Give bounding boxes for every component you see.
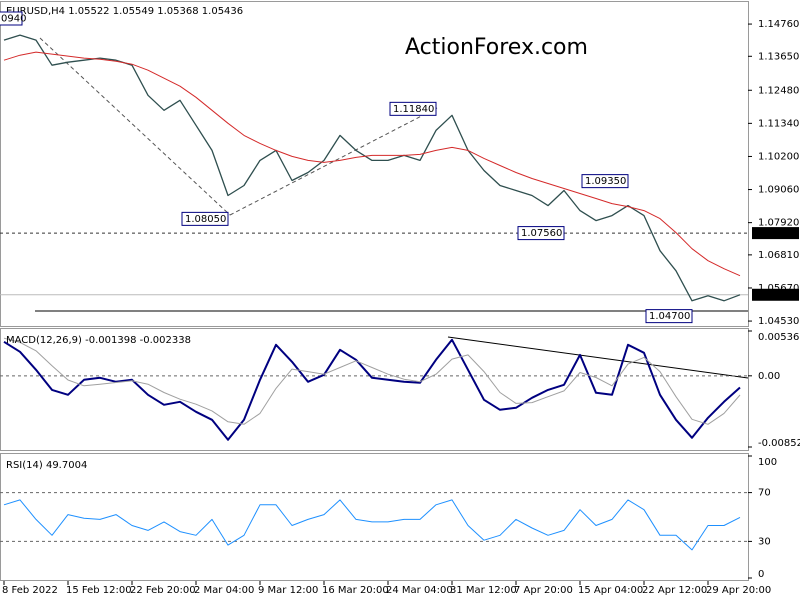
macd-trend-line <box>447 336 749 379</box>
y-tick-label: 1.10200 <box>758 151 799 162</box>
annotation-box <box>389 101 437 116</box>
y-tick-label: -0.00852 <box>758 438 800 449</box>
edge-label-box <box>0 11 23 26</box>
y-tick-label: 70 <box>758 488 771 499</box>
edge-label: 0940 <box>1 14 26 25</box>
y-tick-label: 1.12480 <box>758 85 799 96</box>
panel-title: MACD(12,26,9) -0.001398 -0.002338 <box>6 335 191 346</box>
y-tick-label: 0 <box>758 569 764 580</box>
trend-line <box>229 107 438 216</box>
annotation-label: 1.07560 <box>521 228 562 239</box>
level-label: 1.07560 <box>754 228 795 239</box>
price-panel <box>0 1 749 327</box>
x-tick-label: 15 Apr 04:00 <box>578 585 643 596</box>
macd-panel <box>0 328 749 451</box>
series-line <box>3 51 741 277</box>
y-tick-label: 1.13650 <box>758 51 799 62</box>
annotation-label: 1.04700 <box>649 311 690 322</box>
y-tick-label: 0.00 <box>758 371 780 382</box>
trend-line <box>39 37 231 216</box>
annotation-box <box>517 226 565 241</box>
y-tick-label: 1.14760 <box>758 19 799 30</box>
x-tick-label: 16 Mar 20:00 <box>322 585 389 596</box>
x-tick-label: 8 Feb 2022 <box>2 585 58 596</box>
x-tick-label: 7 Apr 20:00 <box>514 585 573 596</box>
level-label: 1.05436 <box>754 290 795 301</box>
rsi-panel <box>0 453 749 581</box>
panel-title: RSI(14) 49.7004 <box>6 460 87 471</box>
y-tick-label: 1.04530 <box>758 316 799 327</box>
x-tick-label: 9 Mar 12:00 <box>258 585 318 596</box>
y-tick-label: 30 <box>758 536 771 547</box>
x-tick-label: 22 Apr 12:00 <box>642 585 707 596</box>
y-tick-label: 1.11340 <box>758 118 799 129</box>
x-tick-label: 22 Feb 20:00 <box>130 585 196 596</box>
y-tick-label: 100 <box>758 457 777 468</box>
y-tick-label: 1.09060 <box>758 185 799 196</box>
y-tick-label: 1.06810 <box>758 250 799 261</box>
y-tick-label: 1.07920 <box>758 218 799 229</box>
annotation-box <box>181 211 229 226</box>
level-box <box>752 288 799 301</box>
x-tick-label: 2 Mar 04:00 <box>194 585 254 596</box>
x-tick-label: 24 Mar 04:00 <box>386 585 453 596</box>
x-tick-label: 31 Mar 12:00 <box>450 585 517 596</box>
y-tick-label: 0.005365 <box>758 332 800 343</box>
series-line <box>3 337 741 425</box>
annotation-label: 1.11840 <box>393 104 434 115</box>
annotation-box <box>581 174 629 189</box>
watermark: ActionForex.com <box>405 35 588 60</box>
series-line <box>3 499 741 551</box>
panel-title: EURUSD,H4 1.05522 1.05549 1.05368 1.0543… <box>6 6 243 17</box>
annotation-label: 1.09350 <box>585 176 626 187</box>
y-tick-label: 1.05670 <box>758 283 799 294</box>
x-tick-label: 15 Feb 12:00 <box>66 585 132 596</box>
x-tick-label: 29 Apr 20:00 <box>706 585 771 596</box>
annotation-box <box>645 309 693 324</box>
level-box <box>752 227 799 240</box>
annotation-label: 1.08050 <box>185 214 226 225</box>
